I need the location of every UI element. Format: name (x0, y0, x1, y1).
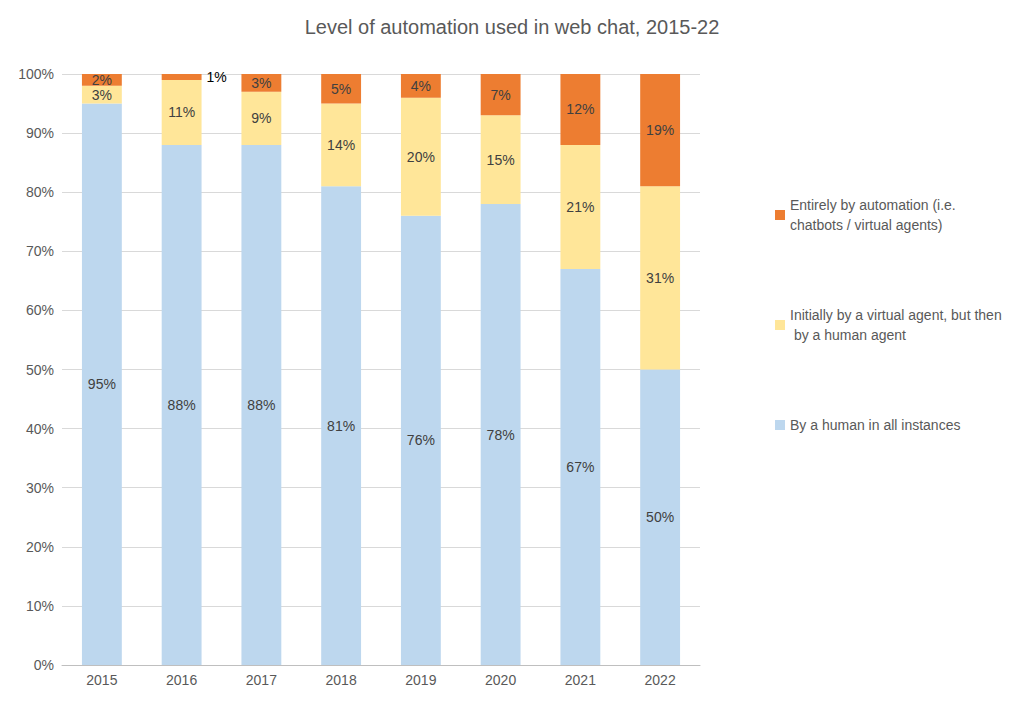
svg-text:88%: 88% (247, 397, 275, 413)
svg-text:7%: 7% (491, 87, 511, 103)
svg-text:100%: 100% (18, 66, 54, 82)
svg-text:90%: 90% (26, 125, 54, 141)
svg-text:Entirely by automation (i.e.: Entirely by automation (i.e. (790, 197, 960, 213)
svg-text:2016: 2016 (166, 672, 197, 688)
svg-text:0%: 0% (34, 657, 54, 673)
svg-text:20%: 20% (26, 539, 54, 555)
svg-text:88%: 88% (168, 397, 196, 413)
svg-text:67%: 67% (566, 459, 594, 475)
svg-text:11%: 11% (168, 104, 195, 120)
svg-text:Initially by a virtual agent,: Initially by a virtual agent, but then (790, 307, 1002, 323)
svg-text:50%: 50% (646, 509, 674, 525)
svg-text:1%: 1% (207, 69, 227, 85)
svg-text:70%: 70% (26, 243, 54, 259)
svg-text:19%: 19% (646, 122, 674, 138)
svg-text:12%: 12% (566, 101, 594, 117)
svg-text:3%: 3% (251, 75, 271, 91)
svg-text:9%: 9% (251, 110, 271, 126)
svg-text:80%: 80% (26, 184, 54, 200)
svg-text:5%: 5% (331, 81, 351, 97)
svg-text:60%: 60% (26, 302, 54, 318)
svg-text:31%: 31% (646, 270, 674, 286)
svg-text:2019: 2019 (405, 672, 436, 688)
svg-text:3%: 3% (92, 87, 112, 103)
svg-text:30%: 30% (26, 480, 54, 496)
svg-text:40%: 40% (26, 421, 54, 437)
svg-text:50%: 50% (26, 362, 54, 378)
svg-text:2%: 2% (92, 72, 112, 88)
svg-text:14%: 14% (327, 137, 355, 153)
svg-text:By a human in all instances: By a human in all instances (790, 417, 960, 433)
svg-text:by a human agent: by a human agent (790, 327, 906, 343)
svg-text:2018: 2018 (326, 672, 357, 688)
svg-text:95%: 95% (88, 376, 116, 392)
svg-text:15%: 15% (487, 152, 515, 168)
svg-text:81%: 81% (327, 418, 355, 434)
svg-text:2017: 2017 (246, 672, 277, 688)
svg-text:Level of automation used in we: Level of automation used in web chat, 20… (305, 16, 720, 38)
svg-text:2015: 2015 (86, 672, 117, 688)
svg-text:4%: 4% (411, 78, 431, 94)
svg-text:10%: 10% (26, 598, 54, 614)
svg-text:78%: 78% (487, 427, 515, 443)
svg-text:2022: 2022 (645, 672, 676, 688)
svg-text:2021: 2021 (565, 672, 596, 688)
svg-text:20%: 20% (407, 149, 435, 165)
svg-text:chatbots / virtual agents): chatbots / virtual agents) (790, 217, 943, 233)
svg-text:76%: 76% (407, 432, 435, 448)
svg-text:2020: 2020 (485, 672, 516, 688)
svg-text:21%: 21% (566, 199, 594, 215)
